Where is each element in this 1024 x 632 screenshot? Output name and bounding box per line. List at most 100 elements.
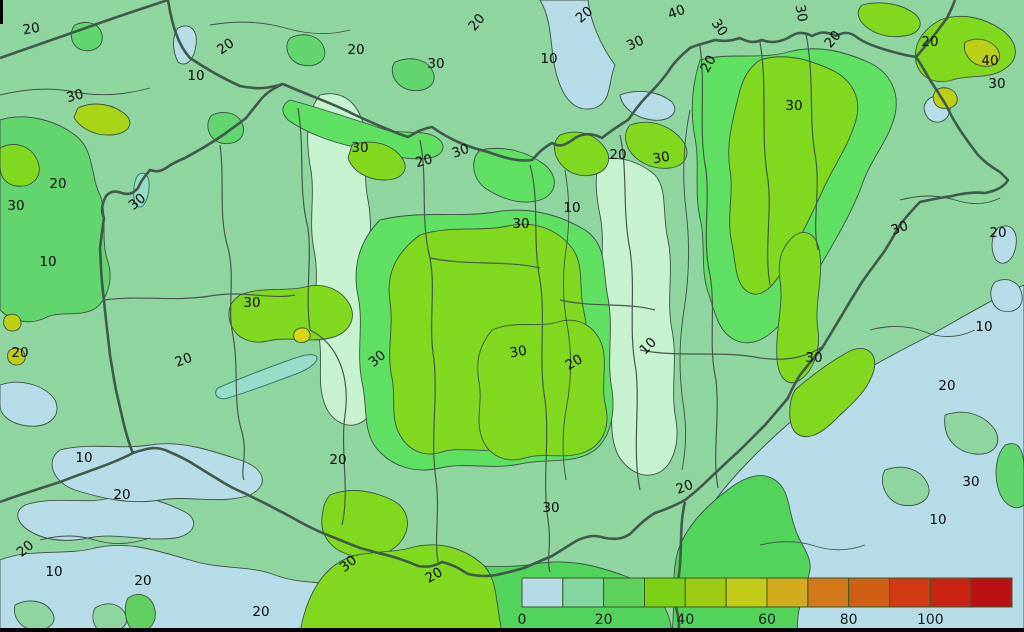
region-20-30: [124, 594, 156, 632]
legend-color-swatch: [562, 577, 605, 608]
contour-label: 30: [889, 218, 911, 239]
legend-tick-label: 20: [595, 612, 613, 628]
region-10-20: [944, 411, 999, 455]
contour-label: 30: [450, 141, 472, 162]
contour-label: 10: [75, 450, 92, 466]
legend-color-swatch: [603, 577, 646, 608]
county-border: [619, 134, 641, 491]
contour-label: 20: [423, 564, 446, 586]
region-30-40: [299, 544, 503, 632]
contour-label: 30: [351, 140, 368, 156]
region-10-20: [92, 603, 128, 632]
lake-balaton: [215, 354, 318, 400]
contour-label: 20: [347, 42, 364, 58]
contour-label: 20: [11, 345, 28, 361]
region-30-40: [776, 232, 822, 384]
region-30-40: [625, 121, 688, 169]
region-0-10: [539, 0, 616, 110]
county-border: [759, 41, 771, 286]
contour-label: 10: [45, 564, 62, 580]
legend-color-swatch: [970, 577, 1013, 608]
region-30-40: [789, 348, 876, 438]
county-borders: [103, 33, 827, 573]
region-40-50: [963, 38, 1000, 67]
region-20-30: [286, 34, 326, 67]
region-40-50: [7, 347, 26, 366]
legend-tick-label: 100: [917, 612, 944, 628]
contour-line: [899, 195, 1001, 204]
region-30-40: [728, 56, 859, 295]
county-border: [559, 299, 656, 311]
czech-border: [0, 0, 169, 60]
contour-label: 20: [21, 20, 41, 39]
contour-label: 10: [187, 68, 204, 84]
region-20-30: [995, 443, 1024, 509]
contour-label: 10: [563, 200, 580, 216]
contour-label: 20: [134, 573, 151, 589]
legend-colorbar: 0 20 40 60 80 100: [518, 577, 1013, 628]
legend-color-swatch: [929, 577, 972, 608]
contour-line: [759, 541, 866, 551]
region-40-50: [293, 327, 311, 343]
contour-label: 10: [975, 319, 992, 335]
contour-label: 30: [508, 343, 528, 362]
contour-line: [39, 535, 151, 544]
region-0-10: [991, 225, 1017, 264]
county-border: [419, 139, 439, 563]
contour-label: 20: [252, 604, 269, 620]
contour-label: 10: [39, 254, 56, 270]
austria-slovakia-border: [166, 0, 284, 90]
legend-tick-label: 40: [676, 612, 694, 628]
bottom-frame-bar: [0, 628, 1024, 632]
region-10-20: [14, 600, 55, 631]
legend-color-swatch: [807, 577, 850, 608]
legend-tick-label: 80: [840, 612, 858, 628]
legend-color-swatch: [848, 577, 891, 608]
contour-label: 10: [540, 51, 557, 67]
contour-label: 20: [113, 487, 130, 503]
hungary-border: [98, 31, 1010, 578]
county-border: [805, 33, 819, 251]
lakes: [133, 172, 318, 400]
contour-label: 30: [65, 86, 86, 106]
region-30-40: [477, 319, 608, 461]
contour-label: 20: [49, 176, 66, 192]
region-30-40: [857, 2, 921, 38]
legend-color-swatch: [766, 577, 809, 608]
legend-color-swatch: [684, 577, 727, 608]
region-40-50: [73, 103, 131, 136]
county-border: [309, 329, 347, 526]
contour-label: 30: [243, 295, 260, 311]
legend-color-swatch: [521, 577, 564, 608]
region-40-50: [3, 313, 22, 332]
legend-color-swatch: [725, 577, 768, 608]
contour-label: 20: [609, 147, 626, 163]
contour-label: 30: [512, 216, 529, 232]
region-20-30: [282, 99, 444, 160]
contour-label: 30: [805, 350, 822, 366]
contour-label: 30: [624, 32, 646, 54]
contour-label: 20: [697, 53, 719, 76]
contour-label: 10: [929, 512, 946, 528]
contour-line: [0, 87, 151, 96]
contour-label: 30: [651, 149, 671, 168]
region-30-40: [0, 144, 40, 187]
region-30-40: [347, 141, 406, 181]
contour-label: 20: [674, 477, 696, 498]
contour-label: 30: [792, 3, 811, 23]
left-frame-tick: [0, 0, 3, 24]
contour-label: 30: [542, 500, 559, 516]
contour-label: 40: [981, 53, 998, 69]
contour-label: 30: [785, 98, 802, 114]
contour-lines: [0, 21, 1001, 551]
contour-label: 20: [989, 225, 1006, 241]
county-border: [219, 144, 233, 331]
river-tisza: [679, 109, 691, 471]
slovenia-croatia-border: [0, 451, 134, 504]
contour-label: 30: [962, 474, 979, 490]
contour-label: 20: [414, 151, 435, 171]
contour-label: 20: [173, 350, 195, 371]
contour-label: 30: [427, 56, 444, 72]
